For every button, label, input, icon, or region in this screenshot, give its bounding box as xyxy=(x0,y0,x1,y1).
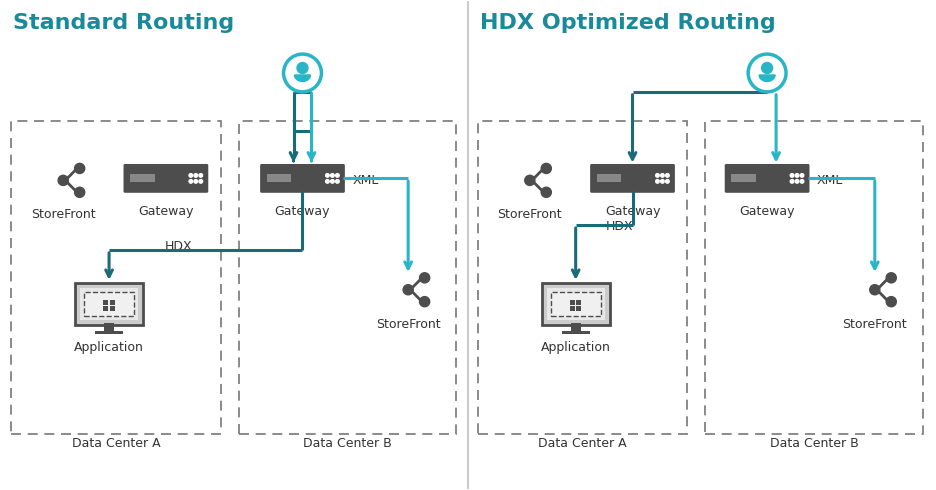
Text: Gateway: Gateway xyxy=(275,205,330,218)
Bar xyxy=(267,174,291,182)
Bar xyxy=(547,288,605,319)
Bar xyxy=(110,306,115,311)
Circle shape xyxy=(790,179,794,183)
FancyBboxPatch shape xyxy=(260,164,344,193)
Bar xyxy=(570,300,575,305)
Bar xyxy=(562,331,590,335)
Bar xyxy=(11,121,221,434)
Bar xyxy=(103,300,109,305)
Text: StoreFront: StoreFront xyxy=(31,208,95,221)
Circle shape xyxy=(284,54,321,92)
Bar xyxy=(75,283,143,324)
Bar xyxy=(577,300,581,305)
Bar xyxy=(104,322,114,331)
FancyBboxPatch shape xyxy=(590,164,675,193)
Circle shape xyxy=(525,175,534,185)
Circle shape xyxy=(762,63,772,74)
Circle shape xyxy=(886,273,897,283)
Bar xyxy=(130,174,154,182)
Text: Data Center B: Data Center B xyxy=(769,437,858,450)
Circle shape xyxy=(800,173,804,177)
Circle shape xyxy=(665,173,669,177)
Bar xyxy=(570,306,575,311)
Circle shape xyxy=(419,296,430,307)
FancyBboxPatch shape xyxy=(124,164,209,193)
Bar xyxy=(706,121,923,434)
Circle shape xyxy=(796,173,798,177)
Circle shape xyxy=(419,273,430,283)
Circle shape xyxy=(655,173,659,177)
Circle shape xyxy=(541,187,551,197)
Text: Data Center A: Data Center A xyxy=(72,437,160,450)
Bar xyxy=(103,306,109,311)
Circle shape xyxy=(541,163,551,173)
Text: XML: XML xyxy=(817,174,843,187)
Circle shape xyxy=(326,173,329,177)
Text: StoreFront: StoreFront xyxy=(842,318,907,331)
Bar xyxy=(110,300,115,305)
Circle shape xyxy=(75,163,85,173)
Bar xyxy=(80,288,138,319)
Circle shape xyxy=(297,63,308,74)
Text: Standard Routing: Standard Routing xyxy=(13,13,235,33)
Polygon shape xyxy=(295,75,311,81)
Circle shape xyxy=(748,54,786,92)
Circle shape xyxy=(330,179,334,183)
Circle shape xyxy=(336,173,339,177)
Circle shape xyxy=(75,187,85,197)
Circle shape xyxy=(790,173,794,177)
Polygon shape xyxy=(759,75,775,81)
Circle shape xyxy=(199,173,202,177)
Bar xyxy=(239,121,456,434)
Circle shape xyxy=(870,285,880,295)
Circle shape xyxy=(665,179,669,183)
Circle shape xyxy=(189,173,193,177)
Circle shape xyxy=(661,173,665,177)
Circle shape xyxy=(58,175,68,185)
Bar xyxy=(571,322,580,331)
Text: HDX: HDX xyxy=(165,240,193,253)
Circle shape xyxy=(199,179,202,183)
Text: Data Center A: Data Center A xyxy=(538,437,627,450)
Circle shape xyxy=(403,285,414,295)
Bar xyxy=(95,331,123,335)
Circle shape xyxy=(194,179,197,183)
Circle shape xyxy=(330,173,334,177)
Text: Application: Application xyxy=(74,342,144,354)
Bar xyxy=(542,283,609,324)
Circle shape xyxy=(194,173,197,177)
Circle shape xyxy=(336,179,339,183)
Circle shape xyxy=(655,179,659,183)
Text: Gateway: Gateway xyxy=(739,205,795,218)
Text: HDX Optimized Routing: HDX Optimized Routing xyxy=(480,13,776,33)
Text: Gateway: Gateway xyxy=(605,205,660,218)
Text: Gateway: Gateway xyxy=(139,205,194,218)
Text: StoreFront: StoreFront xyxy=(498,208,563,221)
Circle shape xyxy=(326,179,329,183)
Bar xyxy=(84,292,134,316)
Bar xyxy=(596,174,622,182)
Bar xyxy=(478,121,687,434)
Circle shape xyxy=(189,179,193,183)
Circle shape xyxy=(800,179,804,183)
Circle shape xyxy=(796,179,798,183)
Circle shape xyxy=(661,179,665,183)
Bar xyxy=(577,306,581,311)
Text: HDX: HDX xyxy=(606,220,634,233)
FancyBboxPatch shape xyxy=(724,164,810,193)
Text: StoreFront: StoreFront xyxy=(376,318,441,331)
Text: Data Center B: Data Center B xyxy=(303,437,392,450)
Text: Application: Application xyxy=(541,342,610,354)
Bar xyxy=(731,174,755,182)
Circle shape xyxy=(886,296,897,307)
Text: XML: XML xyxy=(352,174,379,187)
Bar xyxy=(550,292,601,316)
